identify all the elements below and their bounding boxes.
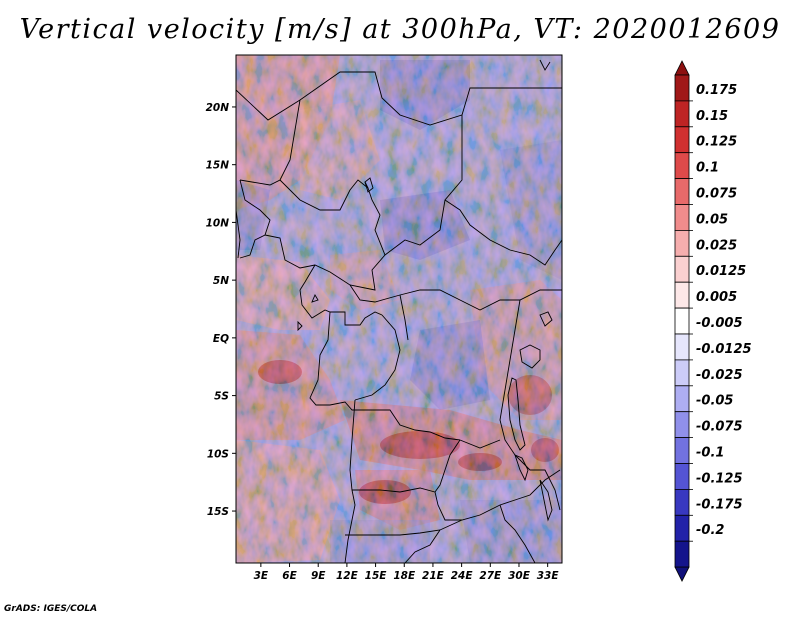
colorbar-swatch [674,100,690,128]
colorbar-swatch [674,540,690,568]
chart-title: Vertical velocity [m/s] at 300hPa, VT: 2… [19,14,781,45]
colorbar-label: 0.125 [696,135,737,150]
lon-tick-label: 30E [508,570,531,582]
country-borders [236,59,562,563]
colorbar-bottom-arrow [674,566,690,582]
grads-credit: GrADS: IGES/COLA [4,604,98,614]
lat-tick-label: 15N [206,160,230,172]
colorbar-swatch [674,178,690,205]
colorbar-swatch [674,229,690,257]
lat-tick-label: 10S [207,448,229,460]
colorbar-label: 0.15 [696,109,728,124]
colorbar-label: 0.05 [696,212,728,227]
lat-tick-label: EQ [213,333,229,345]
colorbar-swatch [674,437,690,464]
colorbar-swatch [674,514,690,542]
colorbar-swatch [674,281,690,309]
map-frame [235,54,563,564]
colorbar-swatch [674,333,690,361]
colorbar-swatch [674,307,690,335]
lon-tick-label: 6E [282,570,297,582]
latitude-axis: 20N 15N 10N 5N EQ 5S 10S 15S [206,102,236,518]
colorbar-label: -0.05 [696,394,733,409]
colorbar-swatch [674,152,690,179]
lon-tick-label: 21E [422,570,445,582]
map-plot-area [236,55,562,563]
colorbar-label: -0.0125 [696,342,752,357]
colorbar-swatch [674,204,690,231]
colorbar-swatch [674,126,690,154]
colorbar-label: -0.025 [696,368,743,383]
field-texture [236,55,562,563]
lat-tick-label: 10N [206,217,230,229]
lon-tick-label: 18E [393,570,416,582]
colorbar-swatch [674,385,690,413]
lon-tick-label: 24E [451,570,474,582]
lon-tick-label: 9E [311,570,326,582]
lakes [364,177,553,522]
colorbar: 0.175 0.15 0.125 0.1 0.075 0.05 0.025 0.0125 0.0… [674,60,752,582]
lon-tick-label: 33E [537,570,560,582]
lon-tick-label: 12E [336,570,359,582]
lon-tick-label: 27E [479,570,502,582]
colorbar-label: 0.1 [696,161,719,176]
colorbar-label: -0.075 [696,420,743,435]
lat-tick-label: 20N [206,102,230,114]
colorbar-label: -0.1 [696,446,724,461]
lon-tick-label: 15E [365,570,388,582]
colorbar-swatch [674,488,690,516]
colorbar-swatch [674,74,690,102]
colorbar-label: 0.005 [696,290,737,305]
lat-tick-label: 5N [213,275,229,287]
colorbar-top-arrow [674,60,690,76]
colorbar-swatch [674,255,690,283]
longitude-axis: 3E 6E 9E 12E 15E 18E 21E 24E 27E 30E 33E [254,563,560,582]
colorbar-label: -0.125 [696,471,743,486]
colorbar-label: -0.005 [696,316,743,331]
colorbar-label: 0.075 [696,187,737,202]
colorbar-label: -0.2 [696,523,724,538]
lat-tick-label: 5S [214,391,229,403]
colorbar-label: 0.175 [696,83,737,98]
colorbar-label: 0.0125 [696,264,746,279]
lat-tick-label: 15S [207,506,229,518]
colorbar-swatch [674,411,690,439]
colorbar-swatch [674,359,690,387]
colorbar-label: -0.175 [696,497,743,512]
lon-tick-label: 3E [254,570,269,582]
colorbar-label: 0.025 [696,238,737,253]
colorbar-swatch [674,463,690,490]
